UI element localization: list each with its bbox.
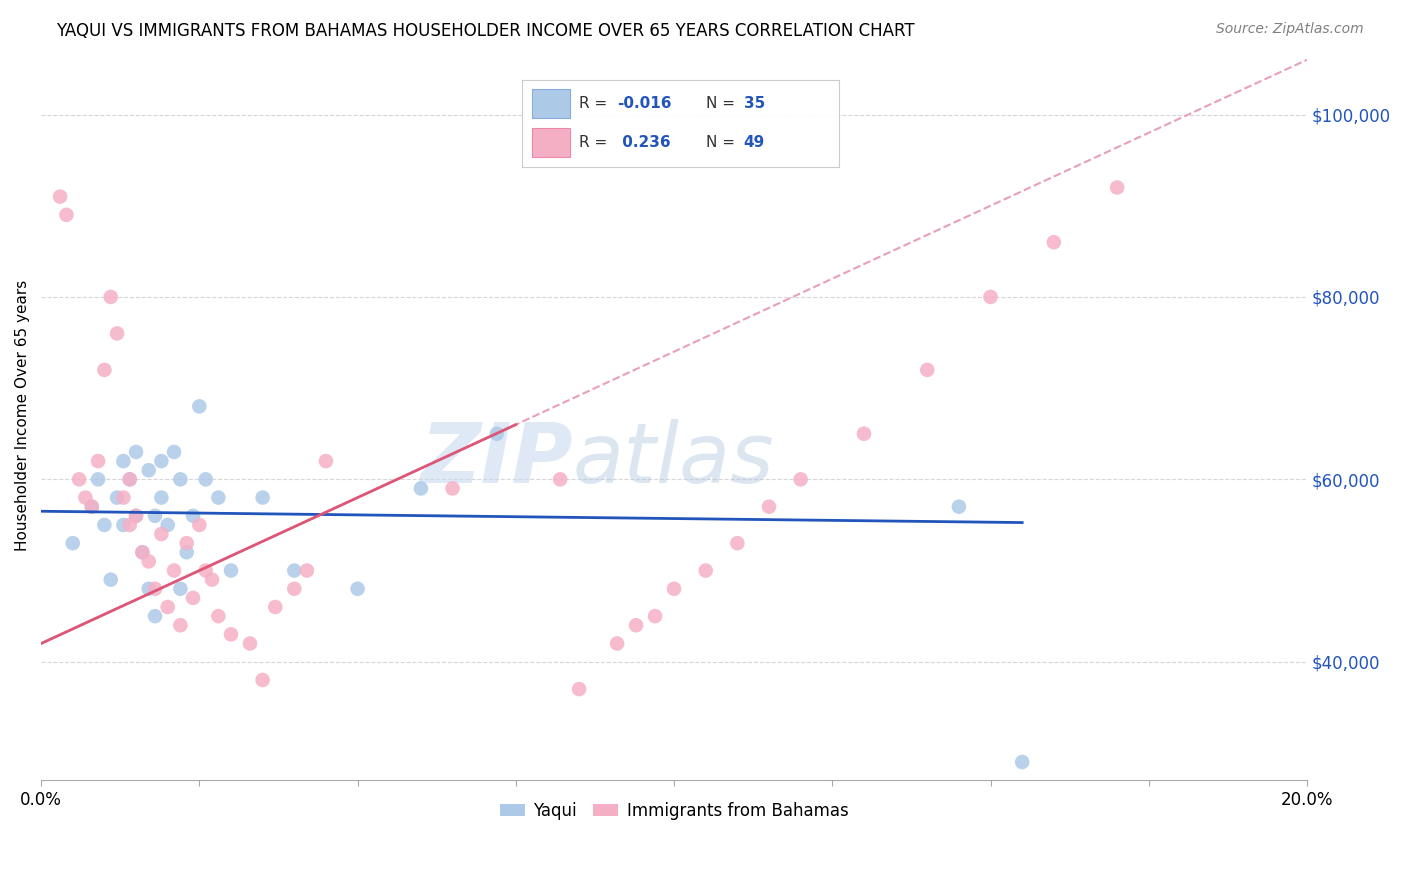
Point: [409, 482, 432, 496]
Point: [118, 472, 141, 486]
Point: [93, 363, 115, 377]
Text: atlas: atlas: [572, 418, 775, 500]
Text: ZIP: ZIP: [420, 418, 572, 500]
Point: [239, 636, 262, 650]
Point: [1011, 755, 1033, 769]
Point: [915, 363, 938, 377]
Point: [143, 508, 166, 523]
Point: [725, 536, 748, 550]
Point: [852, 426, 875, 441]
Point: [169, 618, 191, 632]
Point: [112, 517, 135, 532]
Point: [138, 463, 160, 477]
Point: [188, 400, 211, 414]
Point: [176, 545, 198, 559]
Y-axis label: Householder Income Over 65 years: Householder Income Over 65 years: [15, 280, 30, 551]
Point: [194, 564, 217, 578]
Point: [201, 573, 224, 587]
Point: [624, 618, 647, 632]
Point: [118, 517, 141, 532]
Point: [695, 564, 717, 578]
Point: [176, 536, 198, 550]
Point: [156, 600, 179, 615]
Point: [150, 491, 173, 505]
Text: YAQUI VS IMMIGRANTS FROM BAHAMAS HOUSEHOLDER INCOME OVER 65 YEARS CORRELATION CH: YAQUI VS IMMIGRANTS FROM BAHAMAS HOUSEHO…: [56, 22, 915, 40]
Point: [112, 454, 135, 468]
Point: [87, 454, 110, 468]
Point: [80, 500, 103, 514]
Point: [219, 627, 242, 641]
Point: [138, 582, 160, 596]
Point: [169, 472, 191, 486]
Point: [264, 600, 287, 615]
Point: [789, 472, 811, 486]
Point: [143, 582, 166, 596]
Point: [163, 445, 186, 459]
Point: [105, 491, 128, 505]
Point: [55, 208, 77, 222]
Point: [548, 472, 571, 486]
Point: [758, 500, 780, 514]
Point: [150, 527, 173, 541]
Point: [252, 491, 274, 505]
Point: [138, 554, 160, 568]
Point: [150, 454, 173, 468]
Point: [252, 673, 274, 687]
Point: [1043, 235, 1066, 250]
Point: [112, 491, 135, 505]
Point: [283, 564, 305, 578]
Point: [125, 508, 148, 523]
Point: [49, 189, 72, 203]
Point: [980, 290, 1002, 304]
Point: [346, 582, 368, 596]
Point: [315, 454, 337, 468]
Point: [93, 517, 115, 532]
Point: [118, 472, 141, 486]
Point: [125, 445, 148, 459]
Point: [295, 564, 318, 578]
Point: [156, 517, 179, 532]
Point: [181, 591, 204, 605]
Point: [87, 472, 110, 486]
Point: [100, 573, 122, 587]
Point: [207, 609, 229, 624]
Point: [105, 326, 128, 341]
Point: [143, 609, 166, 624]
Point: [948, 500, 970, 514]
Point: [662, 582, 685, 596]
Point: [62, 536, 84, 550]
Point: [163, 564, 186, 578]
Point: [194, 472, 217, 486]
Point: [441, 482, 464, 496]
Point: [568, 682, 591, 697]
Point: [1107, 180, 1129, 194]
Legend: Yaqui, Immigrants from Bahamas: Yaqui, Immigrants from Bahamas: [494, 796, 855, 827]
Point: [283, 582, 305, 596]
Point: [169, 582, 191, 596]
Point: [67, 472, 90, 486]
Point: [100, 290, 122, 304]
Point: [75, 491, 97, 505]
Point: [219, 564, 242, 578]
Point: [125, 508, 148, 523]
Point: [207, 491, 229, 505]
Point: [80, 500, 103, 514]
Point: [131, 545, 153, 559]
Point: [644, 609, 666, 624]
Point: [606, 636, 628, 650]
Point: [485, 426, 508, 441]
Point: [181, 508, 204, 523]
Text: Source: ZipAtlas.com: Source: ZipAtlas.com: [1216, 22, 1364, 37]
Point: [188, 517, 211, 532]
Point: [131, 545, 153, 559]
